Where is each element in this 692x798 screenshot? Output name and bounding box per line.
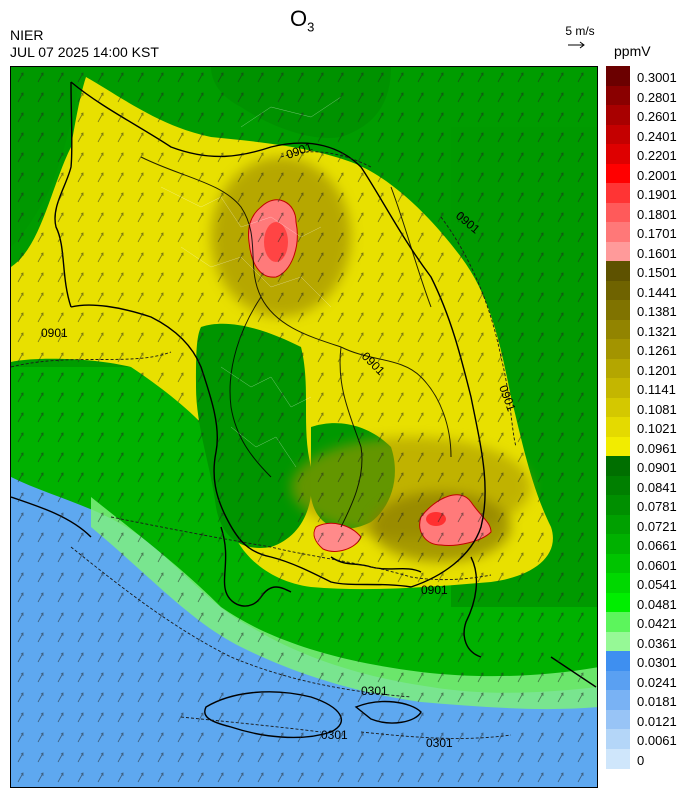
ozone-map: 0901 0901 0901 0901 0901 0901 0301 0301 … bbox=[10, 66, 598, 788]
colorbar-swatch bbox=[606, 456, 630, 476]
colorbar-label: 0.2801 bbox=[637, 89, 677, 105]
colorbar-label: 0.2601 bbox=[637, 109, 677, 124]
wind-vector-field bbox=[11, 67, 597, 787]
colorbar-swatch bbox=[606, 124, 630, 145]
colorbar-swatch bbox=[606, 105, 630, 125]
colorbar-swatch bbox=[606, 495, 630, 515]
colorbar-swatch bbox=[606, 534, 630, 554]
colorbar-label: 0.1201 bbox=[637, 362, 677, 378]
colorbar-swatch bbox=[606, 748, 630, 769]
contour-label: 0301 bbox=[361, 684, 388, 698]
colorbar bbox=[606, 66, 630, 769]
colorbar-swatch bbox=[606, 66, 630, 86]
colorbar-label: 0.2401 bbox=[637, 128, 677, 144]
colorbar-label: 0.1021 bbox=[637, 421, 677, 436]
colorbar-label: 0.0901 bbox=[637, 460, 677, 475]
colorbar-swatch bbox=[606, 417, 630, 437]
colorbar-label: 0.0541 bbox=[637, 577, 677, 592]
colorbar-label: 0.1801 bbox=[637, 206, 677, 222]
colorbar-swatch bbox=[606, 183, 630, 203]
colorbar-swatch bbox=[606, 475, 630, 496]
colorbar-label: 0.2201 bbox=[637, 148, 677, 163]
contour-lines bbox=[11, 151, 517, 739]
wind-reference-label: 5 m/s bbox=[565, 24, 595, 38]
colorbar-swatch bbox=[606, 553, 630, 574]
colorbar-swatch bbox=[606, 339, 630, 359]
colorbar-swatch bbox=[606, 573, 630, 593]
colorbar-label: 0.0721 bbox=[637, 518, 677, 534]
colorbar-label: 0.1901 bbox=[637, 187, 677, 202]
colorbar-label: 0.0961 bbox=[637, 440, 677, 456]
contour-label: 0901 bbox=[41, 326, 68, 340]
colorbar-swatch bbox=[606, 631, 630, 652]
agency-label: NIER bbox=[10, 27, 44, 43]
colorbar-swatch bbox=[606, 280, 630, 301]
colorbar-swatch bbox=[606, 514, 630, 535]
colorbar-label: 0.0421 bbox=[637, 616, 677, 631]
colorbar-swatch bbox=[606, 592, 630, 613]
colorbar-label: 0.0481 bbox=[637, 596, 677, 612]
colorbar-label: 0.0781 bbox=[637, 499, 677, 514]
colorbar-label: 0.1321 bbox=[637, 323, 677, 339]
colorbar-label: 0.0181 bbox=[637, 694, 677, 709]
colorbar-swatch bbox=[606, 85, 630, 106]
chart-title: O3 bbox=[290, 6, 314, 34]
colorbar-label: 0.0601 bbox=[637, 557, 677, 573]
colorbar-swatch bbox=[606, 261, 630, 281]
colorbar-label: 0 bbox=[637, 752, 645, 768]
unit-label: ppmV bbox=[614, 43, 651, 59]
timestamp-label: JUL 07 2025 14:00 KST bbox=[10, 44, 159, 60]
colorbar-label: 0.1261 bbox=[637, 343, 677, 358]
map-canvas: 0901 0901 0901 0901 0901 0901 0301 0301 … bbox=[11, 67, 597, 787]
title-subscript: 3 bbox=[307, 19, 315, 35]
colorbar-swatch bbox=[606, 709, 630, 730]
colorbar-swatch bbox=[606, 144, 630, 164]
colorbar-label: 0.1141 bbox=[637, 382, 676, 397]
colorbar-swatch bbox=[606, 729, 630, 749]
title-main: O bbox=[290, 6, 308, 31]
colorbar-label: 0.1601 bbox=[637, 245, 677, 261]
colorbar-label: 0.2001 bbox=[637, 167, 677, 183]
wind-reference-arrow-icon bbox=[568, 41, 585, 49]
colorbar-label: 0.0241 bbox=[637, 674, 677, 690]
colorbar-label: 0.0061 bbox=[637, 733, 677, 748]
colorbar-label: 0.1081 bbox=[637, 401, 677, 417]
colorbar-label: 0.1501 bbox=[637, 265, 677, 280]
colorbar-label: 0.1381 bbox=[637, 304, 677, 319]
contour-label: 0901 bbox=[421, 583, 448, 597]
colorbar-label: 0.0661 bbox=[637, 538, 677, 553]
colorbar-swatch bbox=[606, 241, 630, 262]
colorbar-swatch bbox=[606, 163, 630, 184]
colorbar-swatch bbox=[606, 378, 630, 398]
colorbar-swatch bbox=[606, 612, 630, 632]
colorbar-label: 0.1441 bbox=[637, 284, 677, 300]
colorbar-label: 0.1701 bbox=[637, 226, 677, 241]
colorbar-swatch bbox=[606, 222, 630, 242]
colorbar-label: 0.0361 bbox=[637, 635, 677, 651]
colorbar-swatch bbox=[606, 300, 630, 320]
colorbar-swatch bbox=[606, 690, 630, 710]
colorbar-swatch bbox=[606, 358, 630, 379]
contour-label: 0301 bbox=[426, 736, 453, 750]
colorbar-swatch bbox=[606, 202, 630, 223]
colorbar-label: 0.0301 bbox=[637, 655, 677, 670]
colorbar-swatch bbox=[606, 319, 630, 340]
colorbar-swatch bbox=[606, 397, 630, 418]
colorbar-swatch bbox=[606, 670, 630, 691]
colorbar-label: 0.3001 bbox=[637, 70, 677, 85]
colorbar-label: 0.0841 bbox=[637, 479, 677, 495]
colorbar-label: 0.0121 bbox=[637, 713, 677, 729]
colorbar-swatch bbox=[606, 651, 630, 671]
colorbar-labels: 0.3001 0.2801 0.2601 0.2401 0.2201 0.2001 0.19… bbox=[637, 66, 692, 786]
contour-label: 0301 bbox=[321, 728, 348, 742]
colorbar-swatch bbox=[606, 436, 630, 457]
